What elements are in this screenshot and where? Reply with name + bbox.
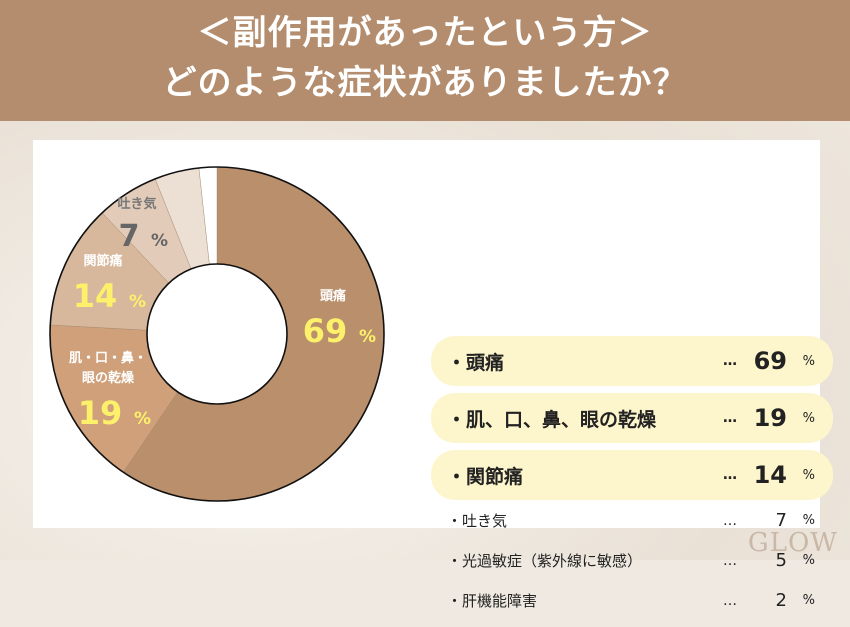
list-item-label: ・頭痛 bbox=[447, 351, 505, 374]
list-item-value: 2 bbox=[775, 590, 787, 611]
slice-label-text: 吐き気 bbox=[117, 196, 156, 212]
list-item-unit: % bbox=[802, 410, 815, 426]
slice-label-1: 肌・口・鼻・眼の乾燥 19% bbox=[69, 350, 151, 432]
list-item: ・吐き気 … 7% bbox=[431, 507, 833, 534]
donut-outline bbox=[49, 166, 385, 502]
list-item-label: ・関節痛 bbox=[447, 465, 524, 488]
slice-label-2: 関節痛 14% bbox=[73, 253, 146, 315]
list-item-label: ・吐き気 bbox=[447, 512, 508, 530]
list-item-dots: … bbox=[723, 410, 737, 426]
list-item-unit: % bbox=[802, 467, 815, 483]
slice-unit: % bbox=[359, 327, 376, 347]
list-item: ・頭痛 … 69% bbox=[431, 336, 833, 386]
slice-unit: % bbox=[134, 409, 151, 429]
list-item-dots: … bbox=[723, 353, 737, 369]
list-item-value: 14 bbox=[753, 461, 787, 489]
donut-chart: 頭痛 69 % 肌・口・鼻・眼の乾燥 19 % 関節痛 14 % 吐き気 7% bbox=[49, 166, 385, 502]
list-item: ・関節痛 … 14% bbox=[431, 450, 833, 500]
list-item: ・肌、口、鼻、眼の乾燥 … 19% bbox=[431, 393, 833, 443]
slice-label-text: 眼の乾燥 bbox=[82, 370, 135, 386]
slice-label-text: 肌・口・鼻・ bbox=[69, 350, 147, 366]
slice-value: 19 bbox=[78, 394, 123, 432]
list-item: ・肝機能障害 … 2% bbox=[431, 587, 833, 614]
title-line-1: ＜副作用があったという方＞ bbox=[197, 13, 653, 53]
list-item-dots: … bbox=[723, 592, 737, 609]
list-item-label: ・肌、口、鼻、眼の乾燥 bbox=[447, 408, 657, 431]
chart-card: 頭痛 69% 肌・口・鼻・ 眼の乾燥 19% 関節痛 14% 吐き気 7% ・頭痛… 69% ・肌、… bbox=[33, 140, 833, 611]
list-item-dots: … bbox=[723, 512, 737, 529]
slice-label-0: 頭痛 69% bbox=[303, 288, 376, 350]
slice-label-3: 吐き気 7% bbox=[117, 196, 168, 254]
list-item-value: 19 bbox=[753, 404, 787, 432]
list-item-value: 7 bbox=[775, 510, 787, 531]
slice-label-text: 関節痛 bbox=[83, 253, 122, 269]
slice-unit: % bbox=[129, 292, 146, 312]
list-item-label: ・光過敏症（紫外線に敏感） bbox=[447, 552, 643, 570]
list-item-unit: % bbox=[802, 513, 815, 528]
slice-unit: % bbox=[151, 231, 168, 251]
logo: GLOW bbox=[747, 528, 838, 558]
donut-outline bbox=[146, 263, 288, 405]
list-item-label: ・肝機能障害 bbox=[447, 592, 538, 610]
symptom-list: ・頭痛 … 69% ・肌、口、鼻、眼の乾燥 … 19% ・関節痛 … 14% ・吐き気 … 7% ・光過… bbox=[431, 336, 833, 627]
list-item-unit: % bbox=[802, 353, 815, 369]
slice-value: 14 bbox=[73, 277, 118, 315]
slice-value: 7 bbox=[119, 219, 140, 254]
list-item-unit: % bbox=[802, 593, 815, 608]
slice-label-text: 頭痛 bbox=[320, 288, 346, 304]
list-item-value: 69 bbox=[753, 347, 787, 375]
page-title: ＜副作用があったという方＞ どのような症状がありましたか？ bbox=[0, 0, 850, 121]
slice-value: 69 bbox=[303, 312, 348, 350]
list-item-dots: … bbox=[723, 467, 737, 483]
title-line-2: どのような症状がありましたか？ bbox=[162, 63, 688, 103]
list-item-dots: … bbox=[723, 552, 737, 569]
